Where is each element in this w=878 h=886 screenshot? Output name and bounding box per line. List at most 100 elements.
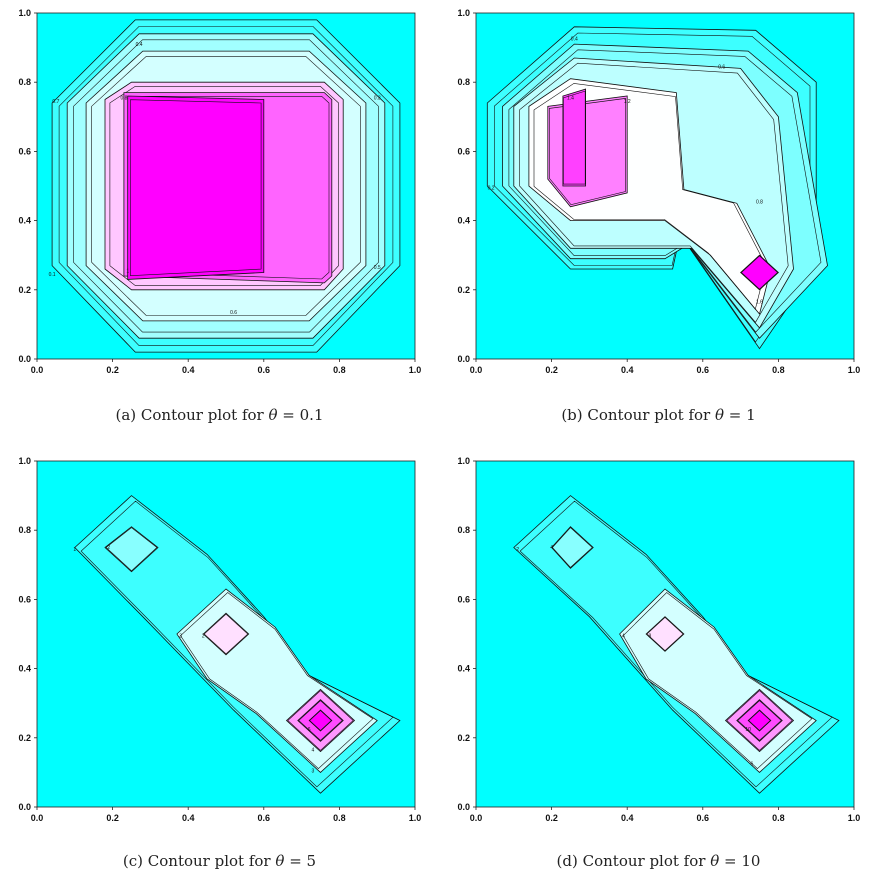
contour-panel-b: 0.4 0.6 1.4 1.2 0.2 0.8 1.6 0.0 0.2 0.4 0.6 0.8 1.0 0… [439, 0, 878, 438]
x-tick-label: 0.4 [182, 365, 195, 375]
caption-b: (b) Contour plot for θ = 1 [439, 406, 878, 424]
contour-subline-6 [622, 592, 813, 770]
contour-subline-7 [309, 710, 332, 731]
contour-label: 0.8 [120, 96, 127, 102]
x-tick-label: 1.0 [409, 365, 422, 375]
y-tick-label: 0.0 [18, 802, 31, 812]
y-tick-label: 0.6 [18, 146, 31, 156]
contour-subline-5 [287, 690, 354, 751]
caption-a-symbol: θ [268, 406, 278, 424]
contour-subline-12 [737, 700, 782, 741]
contour-label: 4 [312, 748, 315, 754]
plot-frame [475, 460, 855, 808]
y-tick-label: 0.4 [18, 664, 31, 674]
x-tick-label: 0.4 [182, 813, 195, 823]
contour-plot-a: 0.4 0.8 0.7 0.3 0.5 0.1 0.6 1 0.0 0.2 0.4 0.6 0.8 1.0… [18, 8, 422, 375]
x-tick-label: 0.8 [772, 813, 785, 823]
x-tick-label: 0.4 [621, 365, 634, 375]
y-tick-label: 0.8 [18, 525, 31, 535]
contour-label: 0.3 [374, 96, 381, 102]
contour-subline-1.6 [740, 255, 779, 290]
x-tick-label: 0.0 [31, 365, 44, 375]
y-tick-label: 0.4 [457, 664, 470, 674]
contour-label: 1.2 [624, 99, 631, 105]
contour-line-8 [645, 616, 685, 652]
contour-panel-c: 1 2 3 2 6 4 3 0.0 0.2 0.4 0.6 0.8 1.0 0.0 0.2 0.4 0.6 0.8… [0, 448, 439, 886]
contour-subline-0.6 [519, 62, 789, 323]
contour-label: 6 [308, 727, 311, 733]
x-tick-label: 0.6 [697, 813, 710, 823]
caption-d-symbol: θ [710, 852, 720, 870]
y-tick-label: 0.2 [18, 733, 31, 743]
x-tick-label: 0.6 [258, 813, 271, 823]
x-tick-label: 0.2 [106, 365, 119, 375]
contour-plot-c: 1 2 3 2 6 4 3 0.0 0.2 0.4 0.6 0.8 1.0 0.0 0.2 0.4 0.6 0.8… [18, 456, 422, 823]
contour-plot-b: 0.4 0.6 1.4 1.2 0.2 0.8 1.6 0.0 0.2 0.4 0.6 0.8 1.0 0… [457, 8, 861, 375]
x-tick-label: 1.0 [409, 813, 422, 823]
contour-plot-d: 2 4 4 8 10 6 0.0 0.2 0.4 0.6 0.8 1.0 0.0 0.2 0.4 0.6 0.8… [457, 456, 860, 823]
plot-frame [36, 12, 416, 360]
y-tick-label: 1.0 [457, 456, 470, 466]
contour-subline-4 [203, 613, 249, 655]
contour-label: 0.8 [756, 199, 763, 205]
caption-c-prefix: (c) Contour plot for [122, 852, 276, 870]
contour-label: 10 [745, 727, 751, 733]
contour-label: 4 [622, 633, 625, 639]
caption-b-prefix: (b) Contour plot for [561, 406, 715, 424]
x-tick-label: 0.6 [258, 365, 271, 375]
x-tick-label: 0.8 [333, 813, 346, 823]
contour-label: 0.4 [136, 42, 143, 48]
y-tick-label: 0.0 [18, 354, 31, 364]
x-tick-label: 0.8 [772, 365, 785, 375]
y-tick-label: 0.2 [457, 733, 470, 743]
y-tick-label: 0.8 [457, 525, 470, 535]
caption-b-symbol: θ [714, 406, 724, 424]
contour-subline-0.3 [73, 39, 379, 333]
contour-subline-10 [726, 690, 793, 751]
x-tick-label: 0.0 [470, 813, 483, 823]
contour-label: 1 [73, 547, 76, 553]
y-tick-label: 1.0 [18, 456, 31, 466]
contour-label: 1.6 [756, 300, 763, 306]
caption-c-symbol: θ [275, 852, 285, 870]
y-tick-label: 0.6 [18, 594, 31, 604]
contour-subline-2 [519, 500, 833, 788]
y-tick-label: 0.6 [457, 146, 470, 156]
contour-line-1.2 [547, 95, 628, 208]
contour-label: 3 [312, 768, 315, 774]
contour-label: 0.6 [230, 310, 237, 316]
contour-label: 6 [751, 761, 754, 767]
contour-label: 3 [179, 633, 182, 639]
contour-subline-0.4 [508, 49, 822, 333]
caption-a: (a) Contour plot for θ = 0.1 [0, 406, 439, 424]
contour-label: 1.4 [567, 96, 574, 102]
contour-label: 2 [202, 633, 205, 639]
plot-frame [475, 12, 855, 360]
contour-label: 0.2 [488, 185, 495, 191]
caption-d-value: = 10 [724, 852, 761, 870]
x-tick-label: 0.6 [697, 365, 710, 375]
contour-line-1.6 [740, 254, 779, 291]
x-tick-label: 0.0 [470, 365, 483, 375]
contour-label: 0.6 [718, 64, 725, 70]
contour-subline-14 [748, 710, 771, 731]
contour-label: 0.4 [571, 37, 578, 43]
x-tick-label: 0.2 [545, 365, 558, 375]
y-tick-label: 0.0 [457, 354, 470, 364]
contour-subline-0.4 [91, 56, 361, 316]
contour-label: 0.7 [52, 99, 59, 105]
contour-line-1.4 [562, 88, 587, 187]
contour-label: 4 [550, 545, 553, 551]
y-tick-label: 1.0 [18, 8, 31, 18]
contour-line-1 [127, 95, 265, 280]
x-tick-label: 1.0 [848, 365, 861, 375]
contour-label: 0.5 [374, 265, 381, 271]
contour-subline-0.1 [58, 26, 394, 346]
x-tick-label: 0.0 [31, 813, 44, 823]
x-tick-label: 0.2 [545, 813, 558, 823]
x-tick-label: 0.2 [106, 813, 119, 823]
caption-d-prefix: (d) Contour plot for [556, 852, 711, 870]
contour-subline-3 [180, 592, 374, 770]
contour-subline-8 [646, 616, 684, 652]
y-tick-label: 0.8 [457, 77, 470, 87]
